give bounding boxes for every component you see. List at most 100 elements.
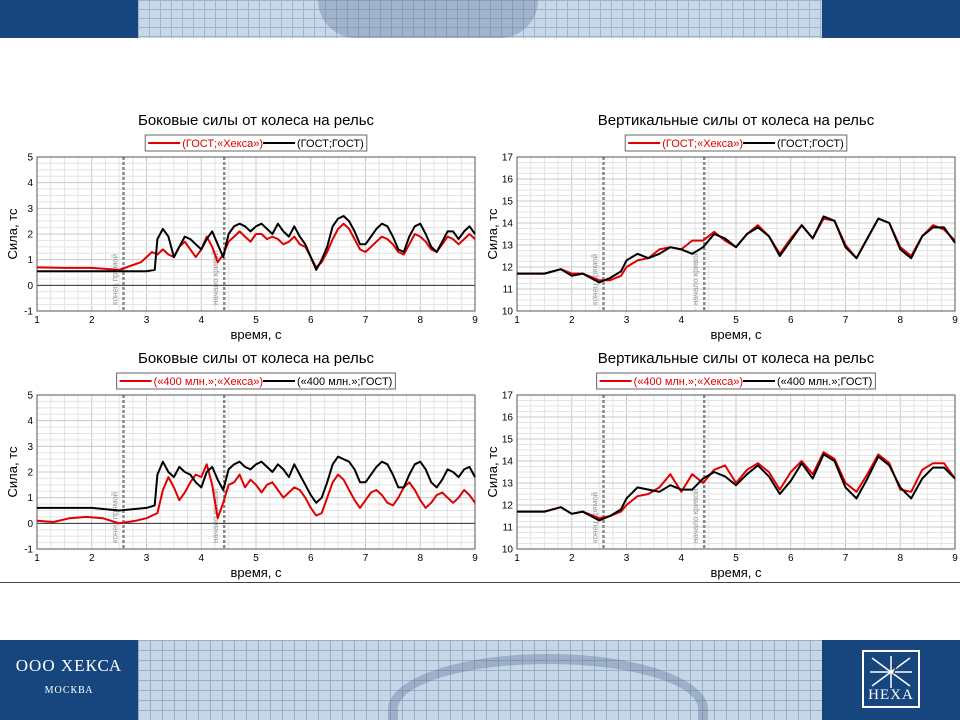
legend-entry: («400 млн.»;«Хекса») — [634, 376, 743, 388]
y-tick-label: 0 — [27, 519, 33, 530]
hexa-logo-icon — [870, 656, 912, 688]
y-axis-label: Сила, тс — [485, 446, 500, 497]
y-tick-label: -1 — [24, 307, 33, 318]
x-tick-label: 2 — [569, 315, 575, 326]
y-tick-label: 4 — [27, 178, 33, 189]
y-tick-label: 14 — [502, 457, 514, 468]
x-tick-label: 5 — [253, 553, 259, 564]
x-tick-label: 3 — [144, 553, 150, 564]
y-tick-label: 17 — [502, 391, 514, 402]
y-tick-label: 5 — [27, 153, 33, 164]
series-line-black — [37, 215, 476, 273]
series-line-red — [36, 463, 476, 525]
x-tick-label: 5 — [733, 315, 739, 326]
y-tick-label: 12 — [502, 263, 514, 274]
x-tick-label: 3 — [144, 315, 150, 326]
header-mesh-image — [138, 0, 822, 38]
chart-vertical-forces-bottom: Вертикальные силы от колеса на рельсконе… — [485, 350, 958, 580]
x-axis-label: время, с — [710, 565, 762, 580]
x-tick-label: 9 — [952, 553, 958, 564]
x-tick-label: 9 — [472, 315, 478, 326]
legend: (ГОСТ;«Хекса») (ГОСТ;ГОСТ) — [624, 134, 848, 152]
chart-vertical-forces-top: Вертикальные силы от колеса на рельсконе… — [485, 112, 958, 342]
x-tick-label: 5 — [253, 315, 259, 326]
y-tick-label: 15 — [502, 197, 514, 208]
marker-label: конец прямой — [111, 492, 120, 543]
chart-title: Вертикальные силы от колеса на рельс — [598, 112, 875, 129]
x-tick-label: 8 — [897, 553, 903, 564]
y-tick-label: 12 — [502, 501, 514, 512]
legend: («400 млн.»;«Хекса») («400 млн.»;ГОСТ) — [116, 372, 396, 390]
x-tick-label: 2 — [89, 553, 95, 564]
x-axis-label: время, с — [230, 327, 282, 342]
hexa-logo: HEXA — [862, 650, 920, 708]
chart-title: Боковые силы от колеса на рельс — [138, 112, 375, 129]
chart-lateral-forces-top: Боковые силы от колеса на рельс конец пря… — [5, 112, 478, 342]
y-tick-label: 3 — [27, 442, 33, 453]
x-axis-label: время, с — [230, 565, 282, 580]
x-tick-label: 4 — [678, 315, 684, 326]
y-tick-label: 16 — [502, 175, 514, 186]
x-tick-label: 6 — [308, 315, 314, 326]
footer-mesh-image — [138, 640, 822, 720]
y-tick-label: 17 — [502, 153, 514, 164]
legend-box — [144, 134, 368, 152]
chart-title: Вертикальные силы от колеса на рельс — [598, 350, 875, 367]
x-tick-label: 6 — [788, 553, 794, 564]
y-tick-label: 4 — [27, 416, 33, 427]
y-tick-label: 15 — [502, 435, 514, 446]
x-tick-label: 7 — [363, 315, 369, 326]
y-axis-label: Сила, тс — [5, 208, 20, 259]
marker-label: конец прямой — [111, 254, 120, 305]
x-tick-label: 7 — [843, 315, 849, 326]
y-tick-label: 10 — [502, 545, 514, 556]
chart-lateral-forces-bottom: Боковые силы от колеса на рельс конец пря… — [5, 350, 478, 580]
series-line-black — [517, 453, 956, 522]
y-tick-label: 16 — [502, 413, 514, 424]
x-tick-label: 6 — [308, 553, 314, 564]
legend-entry: («400 млн.»;ГОСТ) — [777, 376, 872, 388]
x-tick-label: 9 — [472, 553, 478, 564]
header-band — [0, 0, 960, 38]
x-tick-label: 1 — [34, 553, 40, 564]
plot-frame — [516, 156, 956, 312]
plot-frame — [36, 394, 476, 550]
y-tick-label: 11 — [503, 285, 514, 296]
series-line-black — [37, 455, 476, 512]
company-name: ООО ХЕКСА — [15, 656, 123, 675]
y-tick-label: 1 — [27, 493, 33, 504]
x-tick-label: 1 — [514, 553, 520, 564]
y-tick-label: 2 — [27, 230, 33, 241]
series-line-black — [517, 215, 956, 284]
marker-label: начало кривой — [691, 489, 700, 543]
legend-entry: (ГОСТ;ГОСТ) — [297, 138, 364, 150]
y-tick-label: -1 — [24, 545, 33, 556]
legend-entry: (ГОСТ;ГОСТ) — [777, 138, 844, 150]
footer-band — [0, 640, 960, 720]
y-tick-label: 1 — [27, 255, 33, 266]
legend-entry: («400 млн.»;«Хекса») — [154, 376, 263, 388]
x-tick-label: 4 — [198, 553, 204, 564]
x-tick-label: 8 — [417, 315, 423, 326]
x-tick-label: 8 — [417, 553, 423, 564]
plot-frame — [516, 394, 956, 550]
x-tick-label: 4 — [678, 553, 684, 564]
x-tick-label: 4 — [198, 315, 204, 326]
marker-label: начало кривой — [211, 251, 220, 305]
y-tick-label: 13 — [502, 479, 514, 490]
x-axis-label: время, с — [710, 327, 762, 342]
legend: (ГОСТ;«Хекса») (ГОСТ;ГОСТ) — [144, 134, 368, 152]
y-tick-label: 13 — [502, 241, 514, 252]
chart-title: Боковые силы от колеса на рельс — [138, 350, 375, 367]
x-tick-label: 3 — [624, 553, 630, 564]
x-tick-label: 7 — [363, 553, 369, 564]
y-tick-label: 3 — [27, 204, 33, 215]
x-tick-label: 2 — [89, 315, 95, 326]
y-tick-label: 2 — [27, 468, 33, 479]
legend-entry: («400 млн.»;ГОСТ) — [297, 376, 392, 388]
x-tick-label: 1 — [34, 315, 40, 326]
marker-label: начало кривой — [211, 489, 220, 543]
y-tick-label: 11 — [503, 523, 514, 534]
y-tick-label: 5 — [27, 391, 33, 402]
company-city: МОСКВА — [44, 685, 94, 696]
